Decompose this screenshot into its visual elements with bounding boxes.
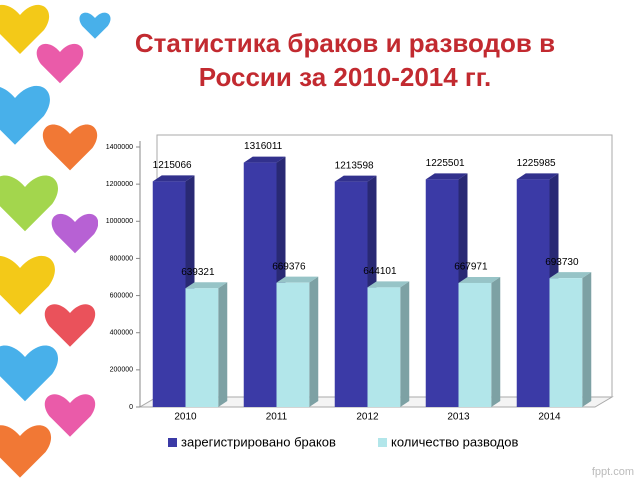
bar-top <box>458 276 501 283</box>
legend-swatch <box>378 438 387 447</box>
data-label: 1316011 <box>244 141 283 152</box>
bar-top <box>334 175 377 182</box>
x-tick-label: 2014 <box>538 412 561 423</box>
bar <box>425 179 459 407</box>
bar-side <box>400 281 410 407</box>
legend-label: количество разводов <box>391 434 518 449</box>
bar-top <box>152 175 195 182</box>
bar-side <box>491 276 501 407</box>
y-tick-label: 0 <box>129 404 133 411</box>
bar-side <box>582 272 592 407</box>
bar <box>516 179 550 407</box>
data-label: 1225985 <box>517 158 556 169</box>
data-label: 669376 <box>272 261 306 272</box>
bar-top <box>367 281 410 288</box>
data-label: 1225501 <box>426 158 465 169</box>
x-tick-label: 2012 <box>356 412 379 423</box>
data-label: 644101 <box>363 266 397 277</box>
bar-side <box>309 276 319 407</box>
legend-swatch <box>168 438 177 447</box>
data-label: 639321 <box>181 267 215 278</box>
y-tick-label: 800000 <box>110 255 133 262</box>
hearts <box>0 4 111 478</box>
data-label: 693730 <box>545 257 579 268</box>
bar-top <box>276 276 319 283</box>
data-label: 1215066 <box>153 160 192 171</box>
bar <box>458 282 492 407</box>
data-label: 1213598 <box>335 160 374 171</box>
y-tick-label: 600000 <box>110 292 133 299</box>
bar-top <box>243 156 286 163</box>
bar-top <box>516 173 559 180</box>
bar <box>549 278 583 407</box>
bar <box>152 181 186 407</box>
bar-top <box>549 272 592 279</box>
bar <box>367 287 401 407</box>
bar-top <box>425 173 468 180</box>
y-tick-label: 1000000 <box>106 218 133 225</box>
x-tick-label: 2010 <box>174 412 197 423</box>
y-tick-label: 400000 <box>110 330 133 337</box>
legend-label: зарегистрировано браков <box>181 434 336 449</box>
slide-title: Статистика браков и разводов в России за… <box>134 28 556 92</box>
chart: 0 200000 400000 600000 800000 1000000 1200000 1… <box>106 134 614 449</box>
bar <box>185 288 219 407</box>
y-tick-label: 200000 <box>110 367 133 374</box>
bar <box>276 282 310 407</box>
watermark: fppt.com <box>591 466 634 478</box>
x-tick-label: 2011 <box>266 412 288 423</box>
bar-side <box>218 282 228 407</box>
bar <box>243 162 277 407</box>
data-label: 667971 <box>454 262 488 273</box>
bar <box>334 181 368 407</box>
y-tick-label: 1200000 <box>106 181 133 188</box>
x-tick-label: 2013 <box>447 412 470 423</box>
bar-top <box>185 282 228 289</box>
y-tick-label: 1400000 <box>106 144 133 151</box>
